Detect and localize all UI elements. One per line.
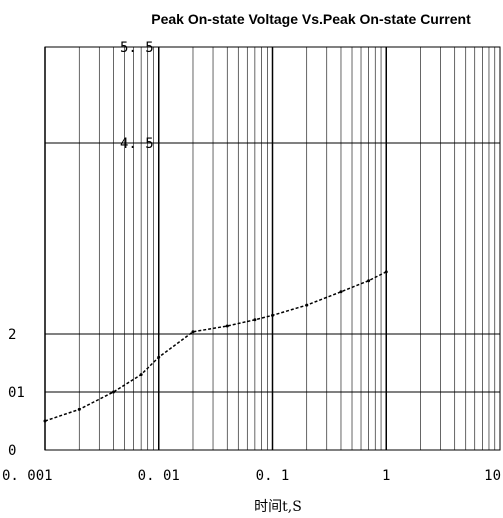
series-line (45, 272, 386, 421)
series-point (140, 373, 143, 376)
plot-area (44, 47, 501, 450)
series-point (226, 325, 229, 328)
series-layer (44, 270, 388, 422)
chart-title: Peak On-state Voltage Vs.Peak On-state C… (151, 11, 471, 27)
series-point (112, 391, 115, 394)
series-point (253, 318, 256, 321)
series-point (385, 270, 388, 273)
series-point (367, 279, 370, 282)
y-tick-label: 5. 5 (120, 40, 154, 56)
series-point (305, 304, 308, 307)
x-tick-label: 0. 1 (256, 468, 290, 484)
y-tick-label: 01 (8, 385, 25, 401)
y-tick-label: 2 (8, 327, 16, 343)
x-grid (45, 47, 495, 450)
series-point (339, 290, 342, 293)
y-tick-label: 4. 5 (120, 136, 154, 152)
series-point (78, 408, 81, 411)
x-tick-labels: 0. 001 0. 01 0. 1 1 10 (2, 468, 501, 484)
y-tick-labels: 0 01 2 4. 5 5. 5 (8, 40, 154, 459)
series-point (157, 356, 160, 359)
x-tick-label: 10 (484, 468, 501, 484)
series-point (271, 314, 274, 317)
y-tick-label: 0 (8, 443, 16, 459)
x-tick-label: 0. 01 (138, 468, 180, 484)
x-axis-label: 时间t,S (254, 499, 302, 515)
x-tick-label: 0. 001 (2, 468, 53, 484)
series-point (191, 330, 194, 333)
series-point (44, 420, 47, 423)
x-tick-label: 1 (382, 468, 390, 484)
